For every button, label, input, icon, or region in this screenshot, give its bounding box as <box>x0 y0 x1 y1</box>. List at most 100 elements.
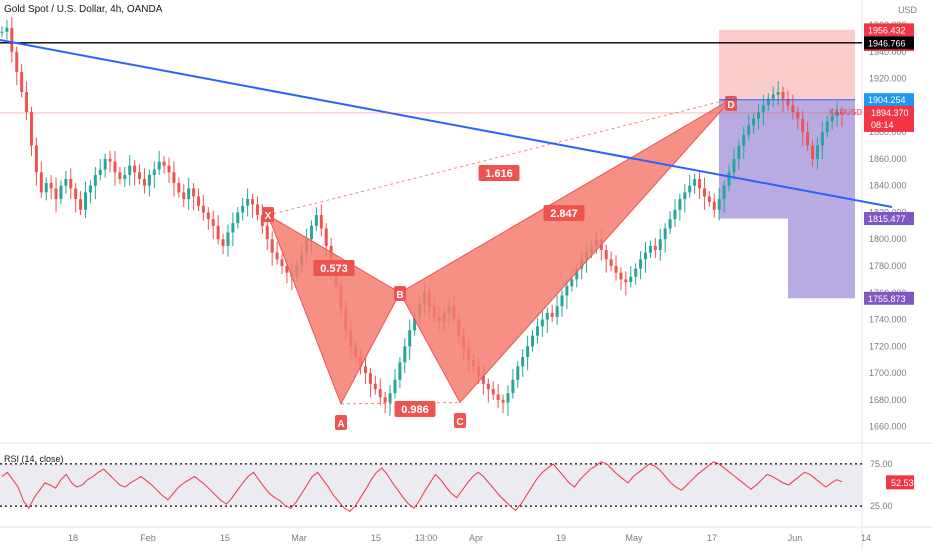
candle <box>108 150 112 173</box>
candle <box>830 108 834 130</box>
candle-body <box>152 169 156 175</box>
stop-loss-zone <box>719 29 855 100</box>
candle-body <box>398 362 402 380</box>
candle-body <box>251 199 255 205</box>
x-tick-label: Apr <box>469 533 483 543</box>
candle <box>771 86 775 107</box>
candle <box>688 174 692 198</box>
candle <box>491 381 495 400</box>
candle <box>683 184 687 213</box>
candle-body <box>270 239 274 253</box>
point-label-bg <box>262 207 274 222</box>
x-tick-label: 14 <box>861 533 871 543</box>
candle <box>69 168 73 200</box>
candle <box>511 369 515 399</box>
candle-body <box>364 366 368 374</box>
candle-body <box>29 112 33 146</box>
ratio-label-bg <box>394 401 436 417</box>
trendline[interactable] <box>0 39 893 208</box>
candle <box>177 177 181 198</box>
candle <box>34 137 38 186</box>
point-label-text: B <box>396 290 403 301</box>
point-label-x: X <box>262 207 274 222</box>
candle <box>624 271 628 296</box>
candle-body <box>516 366 520 380</box>
candle-body <box>791 105 795 113</box>
candle <box>658 228 662 261</box>
candle-body <box>182 192 186 200</box>
candle <box>835 101 839 127</box>
price-label: 1815.477 <box>864 212 914 226</box>
candle <box>403 338 407 374</box>
candle-body <box>103 158 107 170</box>
time-axis[interactable]: 18 Feb 15 Mar 15 13:00 Apr 19 May 17 Jun 14 <box>68 533 871 543</box>
candle <box>157 150 161 175</box>
take-profit-zone <box>719 99 855 219</box>
point-label-bg <box>335 415 347 430</box>
candle-body <box>727 172 731 186</box>
candle-body <box>830 116 834 122</box>
point-label-text: D <box>727 100 734 111</box>
candle <box>5 19 9 40</box>
harmonic-pattern[interactable]: X A B C D 0.573 0.986 2.847 1.616 <box>262 96 737 430</box>
candle <box>196 188 200 212</box>
candle <box>152 161 156 189</box>
candle <box>25 81 29 121</box>
price-label-text: 1815.477 <box>868 214 906 224</box>
candle-body <box>629 276 633 283</box>
candle-body <box>545 312 549 320</box>
candle-body <box>526 346 530 358</box>
candle <box>103 153 107 178</box>
candle-body <box>167 165 171 173</box>
pattern-triangle-bcd[interactable] <box>399 98 733 404</box>
candle-body <box>79 199 83 210</box>
candle <box>496 383 500 408</box>
candle-body <box>747 125 751 135</box>
candle <box>280 253 284 275</box>
candle <box>521 348 525 378</box>
candle-body <box>226 232 230 246</box>
candle-body <box>639 259 643 269</box>
y-tick-label: 1740.000 <box>869 315 907 325</box>
candle <box>540 308 544 337</box>
candle <box>702 177 706 210</box>
candle-body <box>653 245 657 250</box>
candle-body <box>781 92 785 99</box>
candle-body <box>688 185 692 193</box>
candle-body <box>147 174 151 186</box>
price-axis[interactable]: USD 1660.000 1680.000 1700.000 1720.000 1740.… <box>829 5 918 432</box>
candle-body <box>314 215 318 226</box>
pattern-triangle-xab[interactable] <box>267 213 401 406</box>
ratio-label-text: 1.616 <box>485 168 513 180</box>
candle <box>614 255 618 281</box>
candle <box>820 121 824 159</box>
candle <box>368 367 372 398</box>
candle-body <box>683 192 687 200</box>
candle-body <box>835 112 839 117</box>
bar-countdown: 08:14 <box>871 120 894 130</box>
candle-body <box>806 132 810 146</box>
x-tick-label: 15 <box>220 533 230 543</box>
candle-body <box>786 98 790 106</box>
price-label-text: 1956.432 <box>868 25 906 35</box>
rsi-pane: RSI (14, close) 75.00 25.00 52.53 <box>0 454 914 513</box>
candle-body <box>113 161 117 173</box>
candle-body <box>698 179 702 189</box>
candle <box>319 204 323 237</box>
candle-body <box>702 188 706 197</box>
candle-body <box>678 199 682 210</box>
candle <box>825 116 829 138</box>
drawn-lines[interactable] <box>0 39 893 208</box>
candle-body <box>481 375 485 384</box>
candle-body <box>491 389 495 395</box>
ratio-label: 2.847 <box>543 205 585 221</box>
candle-body <box>668 219 672 229</box>
candle-body <box>192 188 196 197</box>
candle <box>639 251 643 280</box>
ratio-label: 0.986 <box>394 401 436 417</box>
candle-body <box>118 172 122 179</box>
candle-body <box>216 225 220 240</box>
